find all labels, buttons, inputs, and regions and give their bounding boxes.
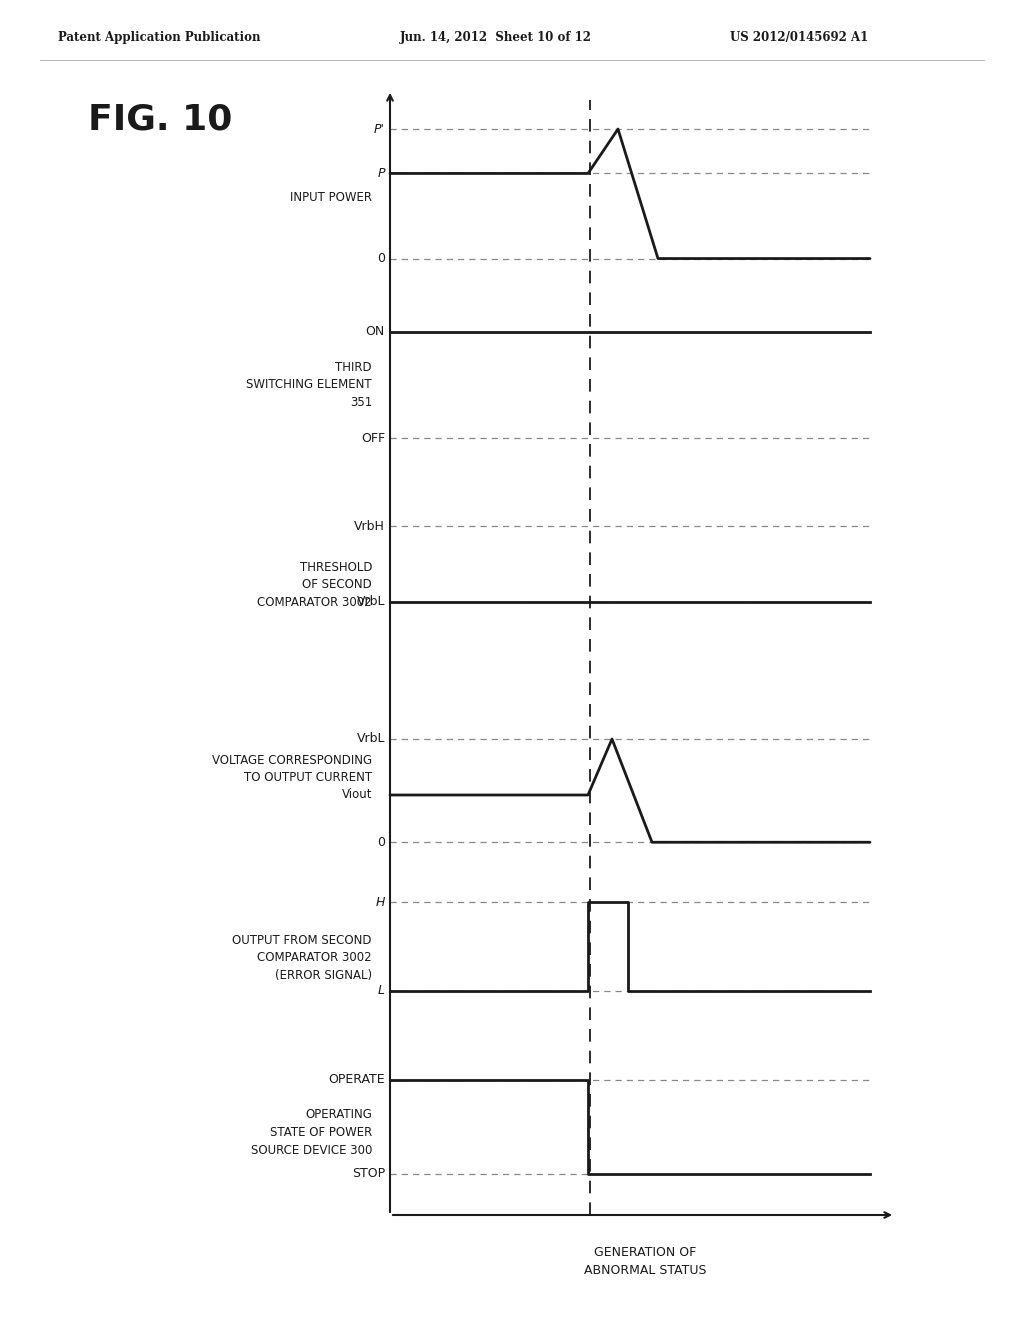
Text: VrbL: VrbL — [356, 733, 385, 746]
Text: P: P — [378, 166, 385, 180]
Text: OPERATING
STATE OF POWER
SOURCE DEVICE 300: OPERATING STATE OF POWER SOURCE DEVICE 3… — [251, 1109, 372, 1156]
Text: ON: ON — [366, 325, 385, 338]
Text: THIRD
SWITCHING ELEMENT
351: THIRD SWITCHING ELEMENT 351 — [247, 360, 372, 409]
Text: 0: 0 — [377, 836, 385, 849]
Text: Patent Application Publication: Patent Application Publication — [58, 30, 260, 44]
Text: US 2012/0145692 A1: US 2012/0145692 A1 — [730, 30, 868, 44]
Text: OUTPUT FROM SECOND
COMPARATOR 3002
(ERROR SIGNAL): OUTPUT FROM SECOND COMPARATOR 3002 (ERRO… — [232, 933, 372, 982]
Text: OFF: OFF — [360, 432, 385, 445]
Text: Jun. 14, 2012  Sheet 10 of 12: Jun. 14, 2012 Sheet 10 of 12 — [400, 30, 592, 44]
Text: VrbH: VrbH — [354, 520, 385, 533]
Text: VrbL: VrbL — [356, 595, 385, 609]
Text: H: H — [376, 895, 385, 908]
Text: INPUT POWER: INPUT POWER — [290, 191, 372, 205]
Text: OPERATE: OPERATE — [329, 1073, 385, 1086]
Text: STOP: STOP — [352, 1167, 385, 1180]
Text: FIG. 10: FIG. 10 — [88, 103, 232, 137]
Text: THRESHOLD
OF SECOND
COMPARATOR 3002: THRESHOLD OF SECOND COMPARATOR 3002 — [257, 561, 372, 609]
Text: VOLTAGE CORRESPONDING
TO OUTPUT CURRENT
Viout: VOLTAGE CORRESPONDING TO OUTPUT CURRENT … — [212, 754, 372, 801]
Text: GENERATION OF
ABNORMAL STATUS: GENERATION OF ABNORMAL STATUS — [584, 1246, 707, 1278]
Text: L: L — [378, 985, 385, 998]
Text: 0: 0 — [377, 252, 385, 265]
Text: P': P' — [374, 123, 385, 136]
